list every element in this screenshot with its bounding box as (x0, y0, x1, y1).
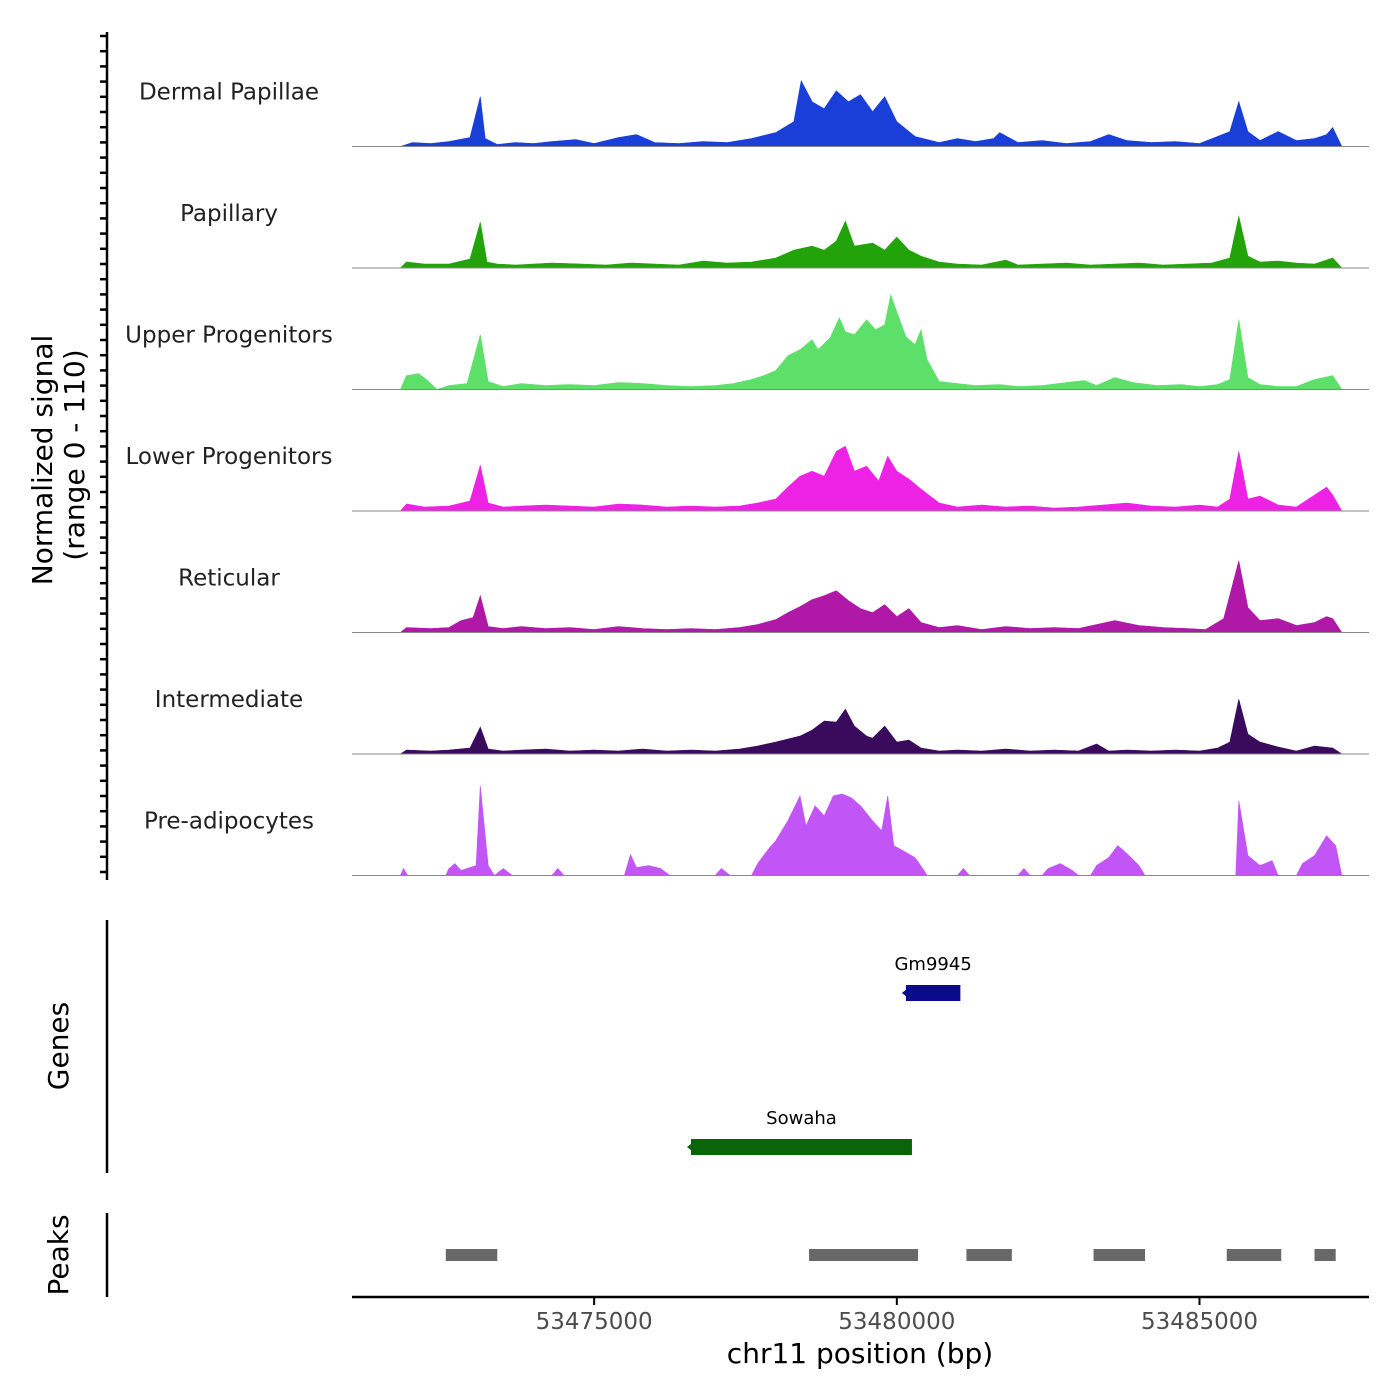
track-upper-progenitors: Upper Progenitors (125, 293, 1369, 390)
coverage-area (399, 560, 1343, 633)
peaks-panel: Peaks (42, 1213, 1336, 1297)
gene-body (905, 985, 961, 1001)
x-axis: 53475000 53480000 53485000 chr11 position … (352, 1295, 1369, 1370)
coverage-y-axis (100, 32, 109, 880)
gene-body (691, 1139, 912, 1155)
y-axis-title-range: (range 0 - 110) (58, 349, 91, 560)
track-label: Dermal Papillae (139, 80, 319, 106)
peak-region (1093, 1249, 1146, 1261)
track-label: Lower Progenitors (126, 444, 333, 470)
track-reticular: Reticular (178, 560, 1369, 633)
coverage-area (399, 699, 1343, 755)
peak-region (1226, 1249, 1282, 1261)
track-papillary: Papillary (180, 201, 1369, 269)
gene-sowaha: Sowaha (686, 1108, 912, 1155)
peaks-axis-title: Peaks (42, 1214, 75, 1295)
coverage-area (399, 445, 1343, 512)
strand-arrow-icon (686, 1140, 698, 1154)
x-tick-label: 53480000 (838, 1309, 955, 1335)
gene-gm9945: Gm9945 (894, 954, 972, 1001)
track-pre-adipocytes: Pre-adipocytes (144, 785, 1369, 876)
x-axis-title: chr11 position (bp) (727, 1337, 993, 1370)
track-dermal-papillae: Dermal Papillae (139, 80, 1369, 147)
genes-axis-title: Genes (42, 1002, 75, 1090)
peak-region (966, 1249, 1012, 1261)
track-label: Intermediate (155, 687, 303, 713)
coverage-area (399, 216, 1343, 269)
track-label: Upper Progenitors (125, 323, 333, 349)
x-tick-label: 53475000 (536, 1309, 653, 1335)
coverage-tracks: Dermal Papillae Papillary Upper Progenitor… (125, 80, 1369, 876)
track-label: Reticular (178, 566, 280, 592)
y-axis-title: Normalized signal (26, 335, 59, 586)
gene-label: Gm9945 (894, 954, 971, 975)
genes-panel: Genes Gm9945 Sowaha (42, 920, 972, 1173)
gene-label: Sowaha (766, 1108, 837, 1129)
track-label: Papillary (180, 201, 278, 227)
peak-region (445, 1249, 498, 1261)
track-lower-progenitors: Lower Progenitors (126, 444, 1369, 512)
track-intermediate: Intermediate (155, 687, 1369, 755)
strand-arrow-icon (901, 986, 913, 1000)
coverage-y-ticks (100, 34, 107, 874)
track-label: Pre-adipocytes (144, 809, 314, 835)
coverage-area (399, 293, 1343, 390)
coverage-area (399, 785, 1343, 876)
coverage-area (400, 79, 1343, 147)
peak-region (809, 1249, 919, 1261)
peak-region (1314, 1249, 1336, 1261)
x-tick-label: 53485000 (1141, 1309, 1258, 1335)
